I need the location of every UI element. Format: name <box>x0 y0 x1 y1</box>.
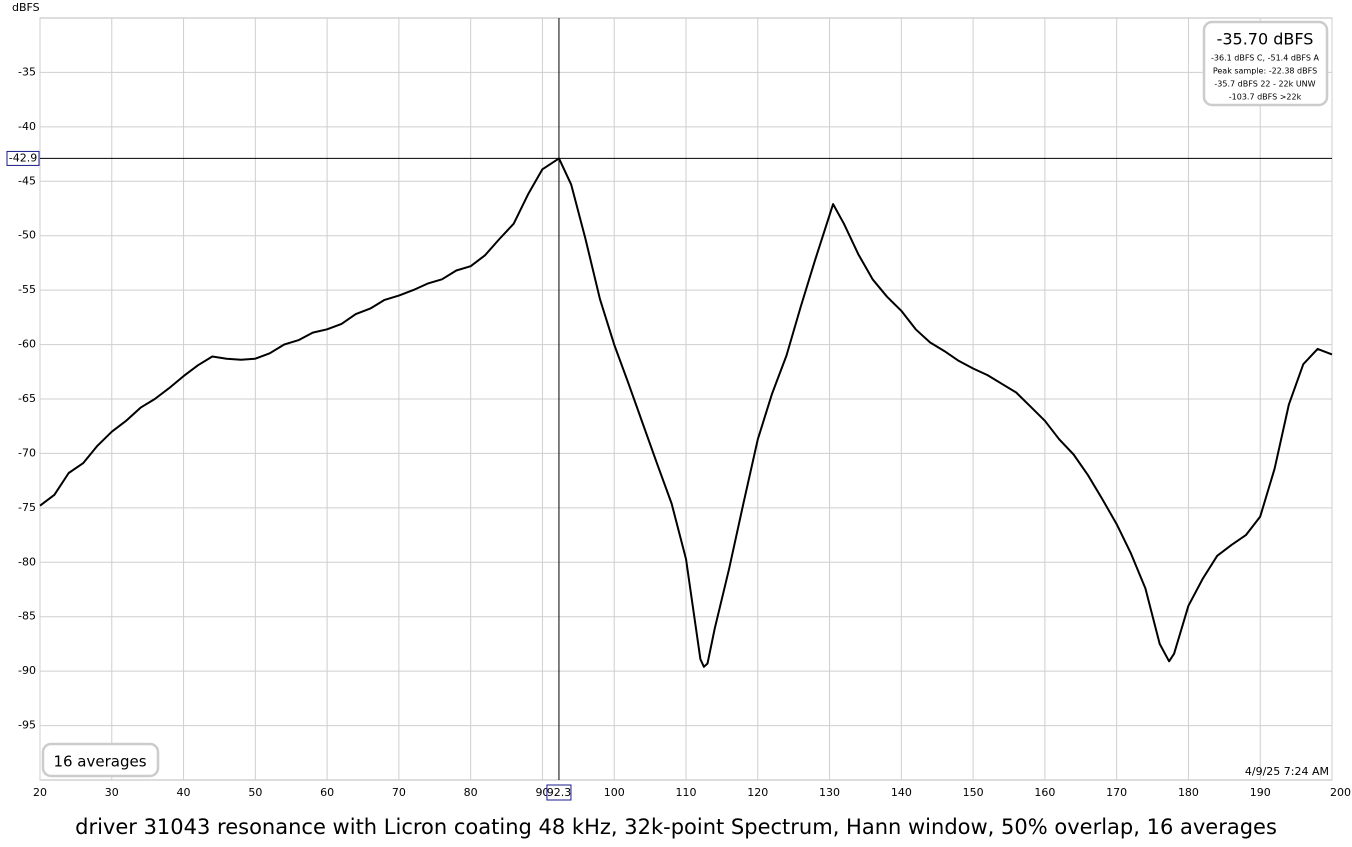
y-tick-label: -90 <box>18 664 36 677</box>
x-tick-label: 100 <box>604 786 625 799</box>
y-tick-label: -80 <box>18 555 36 568</box>
x-tick-label: 30 <box>105 786 119 799</box>
info-line: -103.7 dBFS >22k <box>1229 93 1302 102</box>
spectrum-line <box>39 157 1333 668</box>
y-tick-label: -95 <box>18 719 36 732</box>
x-tick-label: 60 <box>320 786 334 799</box>
y-tick-label: -45 <box>18 174 36 187</box>
cursor-y-box <box>6 150 40 166</box>
y-tick-label: -35 <box>18 65 36 78</box>
info-line: -36.1 dBFS C, -51.4 dBFS A <box>1211 54 1319 63</box>
y-tick-label: -40 <box>18 120 36 133</box>
y-tick-label: -85 <box>18 610 36 623</box>
timestamp: 4/9/25 7:24 AM <box>1245 765 1329 778</box>
averages-label: 16 averages <box>53 753 146 771</box>
x-tick-label: 120 <box>747 786 768 799</box>
y-tick-label: -50 <box>18 229 36 242</box>
info-box <box>1202 20 1329 107</box>
info-line: Peak sample: -22.38 dBFS <box>1213 67 1317 76</box>
x-tick-label: 150 <box>963 786 984 799</box>
chart-title: driver 31043 resonance with Licron coati… <box>75 815 1277 839</box>
y-tick-label: -70 <box>18 446 36 459</box>
x-tick-label: 70 <box>392 786 406 799</box>
x-tick-label: 20 <box>33 786 47 799</box>
x-tick-label: 50 <box>248 786 262 799</box>
x-tick-label: 170 <box>1106 786 1127 799</box>
x-tick-label: 200Hz <box>1330 786 1352 799</box>
cursor-y-label: -42.9 <box>9 151 37 164</box>
x-tick-label: 180 <box>1178 786 1199 799</box>
info-line: -35.7 dBFS 22 - 22k UNW <box>1214 80 1315 89</box>
averages-box <box>41 742 160 778</box>
cursor-x-label: 92.3 <box>547 786 572 799</box>
y-axis-label: dBFS <box>12 1 40 14</box>
x-tick-label: 40 <box>177 786 191 799</box>
info-main: -35.70 dBFS <box>1217 30 1314 49</box>
y-tick-label: -60 <box>18 338 36 351</box>
x-tick-label: 190 <box>1250 786 1271 799</box>
y-tick-label: -75 <box>18 501 36 514</box>
y-tick-label: -55 <box>18 283 36 296</box>
cursor-x-box <box>546 784 572 801</box>
x-tick-label: 130 <box>819 786 840 799</box>
x-tick-label: 80 <box>464 786 478 799</box>
x-tick-label: 110 <box>676 786 697 799</box>
x-tick-label: 160 <box>1034 786 1055 799</box>
x-tick-label: 90 <box>535 786 549 799</box>
y-tick-label: -65 <box>18 392 36 405</box>
x-tick-label: 140 <box>891 786 912 799</box>
